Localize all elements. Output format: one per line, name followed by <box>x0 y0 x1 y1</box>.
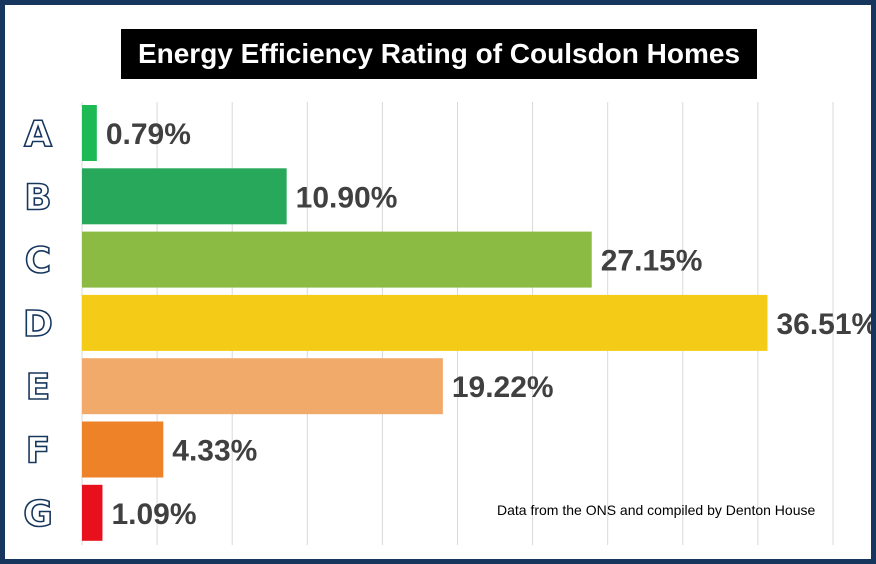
bar-b <box>82 168 287 225</box>
data-labels: 0.79% 10.90% 27.15% 36.51% 19.22% 4.33% 1.09% <box>106 118 871 531</box>
bar-f <box>82 421 164 478</box>
category-label-a: A <box>24 114 52 155</box>
bar-a <box>82 105 97 161</box>
category-label-b: B <box>24 177 51 218</box>
bar-g <box>82 484 103 541</box>
bar-d <box>82 294 768 351</box>
data-label-a: 0.79% <box>106 118 191 151</box>
chart-title: Energy Efficiency Rating of Coulsdon Hom… <box>121 29 757 79</box>
bar-c <box>82 231 592 288</box>
data-label-d: 36.51% <box>776 308 871 341</box>
bar-e <box>82 358 443 415</box>
bars <box>82 105 768 541</box>
category-label-g: G <box>23 494 53 535</box>
category-label-f: F <box>26 431 51 472</box>
data-label-f: 4.33% <box>172 435 257 468</box>
source-note: Data from the ONS and compiled by Denton… <box>497 502 816 518</box>
category-label-d: D <box>23 304 53 345</box>
data-label-c: 27.15% <box>601 245 703 278</box>
data-label-b: 10.90% <box>296 181 398 214</box>
category-label-e: E <box>26 367 51 408</box>
category-label-c: C <box>25 241 51 282</box>
data-label-g: 1.09% <box>111 498 196 531</box>
data-label-e: 19.22% <box>452 371 554 404</box>
